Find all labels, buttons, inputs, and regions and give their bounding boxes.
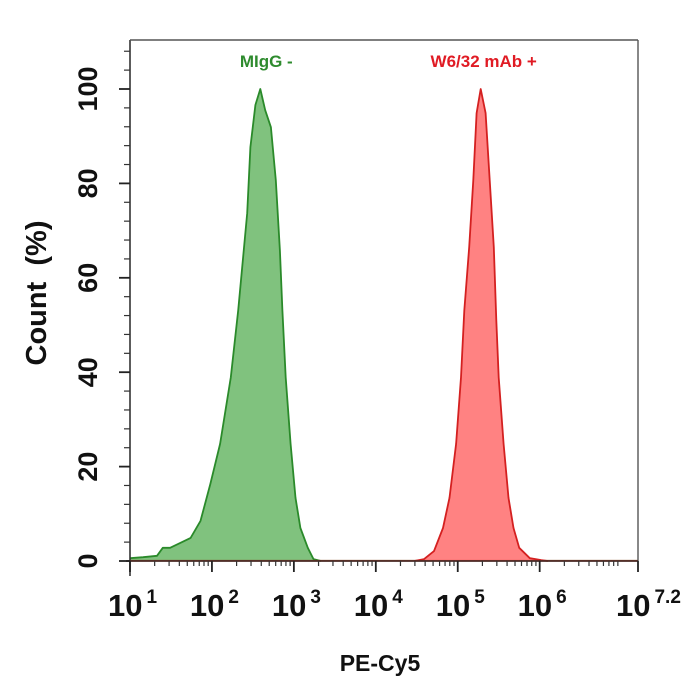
y-tick-label: 40 (73, 357, 103, 387)
series-line-0 (129, 88, 322, 562)
x-tick-base: 10 (616, 588, 650, 623)
series-area-1 (414, 89, 548, 561)
x-tick-exponent: 2 (228, 587, 239, 608)
series-labels: MIgG - W6/32 mAb + (240, 52, 537, 71)
y-tick-label: 0 (73, 553, 103, 568)
x-tick-label: 10 5 (436, 587, 485, 623)
plot-frame (126, 39, 639, 576)
x-tick-label: 10 6 (518, 587, 567, 623)
x-tick-exponent: 7.2 (654, 587, 680, 608)
y-tick-label: 100 (73, 66, 103, 111)
x-tick-exponent: 6 (556, 587, 567, 608)
x-axis-label: PE-Cy5 (340, 650, 421, 676)
series-area-0 (130, 89, 321, 561)
y-axis-label: Count (%) (21, 221, 53, 366)
x-tick-exponent: 1 (146, 587, 157, 608)
x-tick-label: 10 4 (354, 587, 403, 623)
x-tick-label: 10 3 (272, 587, 321, 623)
x-tick-base: 10 (108, 588, 142, 623)
x-tick-label: 10 7.2 (616, 587, 681, 623)
series-layer (129, 88, 638, 562)
x-tick-exponent: 5 (474, 587, 485, 608)
series-label-1: W6/32 mAb + (431, 52, 537, 71)
series-label-0: MIgG - (240, 52, 293, 71)
x-tick-base: 10 (354, 588, 388, 623)
x-tick-base: 10 (190, 588, 224, 623)
x-axis-ticks: 10 1 10 2 10 3 10 4 10 5 10 6 10 7.2 (108, 561, 681, 623)
y-tick-label: 60 (73, 263, 103, 293)
x-tick-exponent: 3 (310, 587, 321, 608)
x-tick-exponent: 4 (392, 587, 403, 608)
y-tick-label: 20 (73, 452, 103, 482)
x-tick-base: 10 (272, 588, 306, 623)
y-axis-ticks: 0 20 40 60 80 100 (73, 50, 130, 569)
x-tick-base: 10 (436, 588, 470, 623)
x-tick-label: 10 1 (108, 587, 157, 623)
x-tick-label: 10 2 (190, 587, 239, 623)
x-tick-base: 10 (518, 588, 552, 623)
series-line-1 (414, 88, 549, 562)
y-tick-label: 80 (73, 168, 103, 198)
